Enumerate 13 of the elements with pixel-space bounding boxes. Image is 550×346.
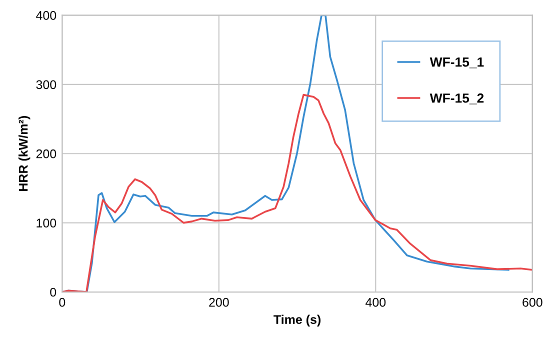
- x-tick-label: 600: [522, 298, 542, 307]
- y-axis-title: HRR (kW/m²): [18, 116, 30, 191]
- y-tick-label: 300: [36, 80, 56, 90]
- legend-label: WF-15_2: [430, 93, 484, 104]
- x-tick-label: 400: [366, 298, 386, 307]
- y-tick-label: 0: [50, 288, 56, 297]
- y-tick-label: 200: [36, 149, 56, 158]
- x-tick-label: 200: [209, 298, 229, 307]
- y-tick-label: 400: [36, 11, 56, 20]
- x-axis-title: Time (s): [274, 314, 321, 326]
- legend-label: WF-15_1: [430, 58, 484, 68]
- x-tick-label: 0: [59, 298, 66, 307]
- y-tick-label: 100: [36, 218, 56, 228]
